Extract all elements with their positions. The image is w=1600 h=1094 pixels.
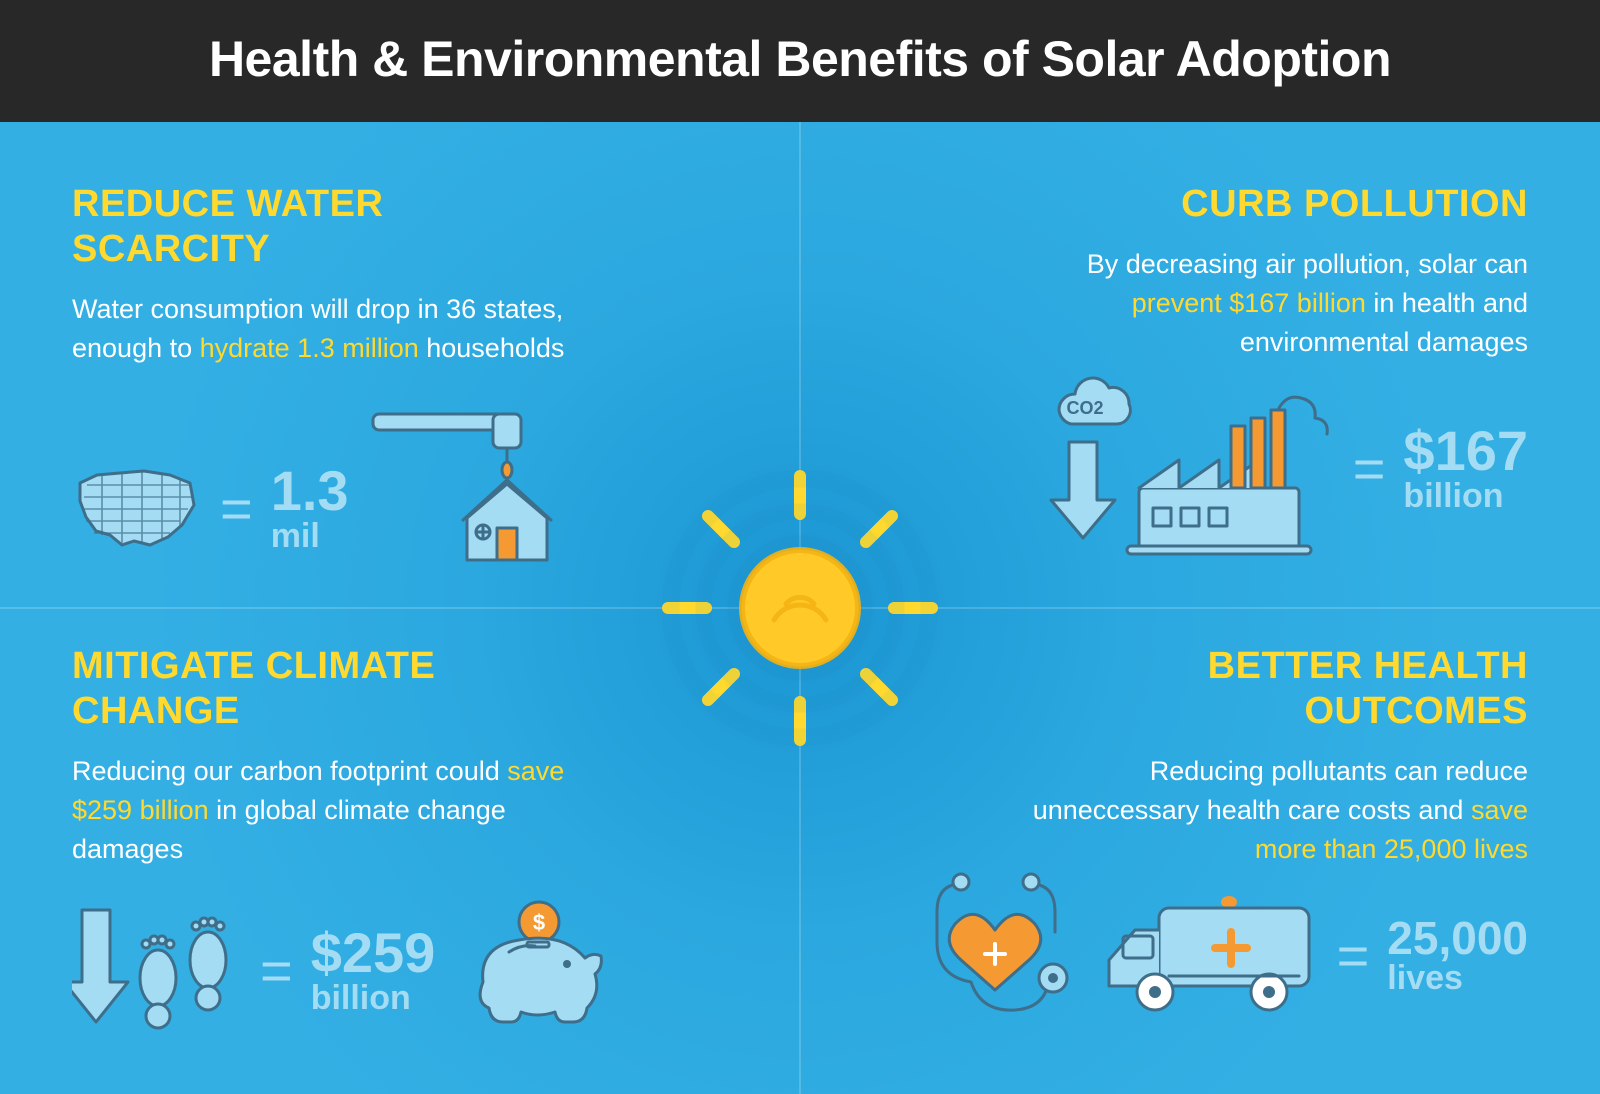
- stat-row: CO2: [1035, 368, 1528, 568]
- equals-sign: =: [1337, 923, 1370, 988]
- piggy-bank-icon: $: [453, 900, 613, 1040]
- down-arrow-icon: [1051, 442, 1115, 538]
- stat-row: = 1.3 mil: [72, 448, 557, 568]
- section-title: REDUCE WATER SCARCITY: [72, 182, 572, 272]
- stat-value: 1.3 mil: [271, 463, 349, 553]
- page-title: Health & Environmental Benefits of Solar…: [0, 30, 1600, 88]
- stat-value: 25,000 lives: [1387, 915, 1528, 995]
- sun-icon: [640, 448, 960, 768]
- stat-value: $259 billion: [311, 925, 436, 1015]
- section-title: CURB POLLUTION: [1028, 182, 1528, 227]
- stat-value: $167 billion: [1403, 423, 1528, 513]
- equals-sign: =: [1353, 436, 1386, 501]
- equals-sign: =: [220, 476, 253, 541]
- ambulance-icon: [1099, 890, 1319, 1020]
- stat-row: = $259 billion $: [72, 900, 613, 1040]
- footprint-arrow-icon: [72, 900, 242, 1040]
- faucet-house-icon: [367, 408, 557, 568]
- grid-wrap: REDUCE WATER SCARCITY Water consumption …: [0, 122, 1600, 1094]
- svg-text:$: $: [533, 910, 545, 935]
- stethoscope-heart-icon: [921, 870, 1081, 1040]
- section-title: MITIGATE CLIMATE CHANGE: [72, 644, 572, 734]
- section-title: BETTER HEALTH OUTCOMES: [1028, 644, 1528, 734]
- svg-text:CO2: CO2: [1066, 398, 1103, 418]
- factory-icon: [1127, 397, 1327, 554]
- stat-row: = 25,000 lives: [921, 870, 1528, 1040]
- header-bar: Health & Environmental Benefits of Solar…: [0, 0, 1600, 122]
- section-body: Water consumption will drop in 36 states…: [72, 290, 602, 368]
- usa-map-icon: [72, 463, 202, 553]
- co2-cloud-icon: CO2: [1059, 378, 1130, 424]
- section-body: Reducing our carbon footprint could save…: [72, 752, 602, 869]
- factory-co2-icon: CO2: [1035, 368, 1335, 568]
- equals-sign: =: [260, 938, 293, 1003]
- infographic-root: Health & Environmental Benefits of Solar…: [0, 0, 1600, 1094]
- section-body: By decreasing air pollution, solar can p…: [998, 245, 1528, 362]
- section-body: Reducing pollutants can reduce unneccess…: [998, 752, 1528, 869]
